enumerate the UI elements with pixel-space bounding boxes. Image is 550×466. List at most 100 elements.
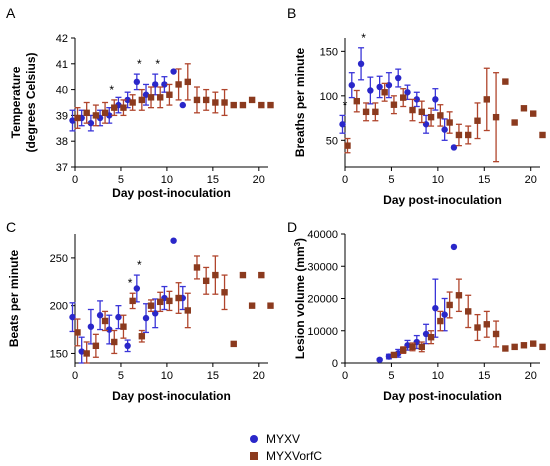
panel-label: B	[287, 5, 296, 21]
y-tick-label: 40	[56, 85, 68, 97]
data-point-myxv	[357, 60, 365, 67]
data-point-myxvorfc	[92, 112, 100, 119]
significance-asterisk: *	[109, 83, 114, 97]
chart-panel-D: D 0 5 10 15 20 0 10000 20000 30000 40000 Day post-i…	[287, 219, 546, 403]
x-tick-label: 0	[72, 370, 78, 382]
y-tick-label: 100	[320, 91, 338, 103]
y-axis-label: Beats per minute	[7, 249, 21, 347]
x-tick-label: 15	[207, 174, 219, 186]
y-axis-label: Temperature	[9, 66, 23, 138]
y-tick-label: 30000	[307, 261, 338, 273]
y-tick-label: 50	[326, 135, 338, 147]
legend-label: MYXVorfC	[266, 448, 323, 463]
data-point-myxvorfc	[372, 108, 379, 116]
data-point-myxv	[179, 101, 186, 109]
data-point-myxvorfc	[129, 297, 136, 305]
data-point-myxvorfc	[530, 110, 537, 117]
data-point-myxvorfc	[120, 104, 127, 111]
x-tick-label: 10	[161, 174, 173, 186]
data-point-myxvorfc	[520, 342, 528, 349]
y-tick-label: 42	[56, 33, 68, 45]
data-point-myxvorfc	[267, 302, 274, 309]
x-axis-label: Day post-inoculation	[112, 186, 231, 200]
x-tick-label: 15	[478, 370, 490, 382]
circle-marker-icon	[250, 434, 258, 443]
y-tick-label: 150	[50, 348, 68, 360]
data-point-myxvorfc	[230, 340, 237, 348]
significance-asterisk: *	[137, 57, 142, 71]
y-axis-label: Lesion volume (mm3)	[293, 238, 308, 359]
data-point-myxvorfc	[221, 289, 228, 296]
data-point-myxvorfc	[166, 91, 173, 98]
data-point-myxvorfc	[248, 302, 256, 309]
data-point-myxvorfc	[157, 298, 164, 306]
x-axis-label: Day post-inoculation	[383, 389, 502, 403]
data-point-myxvorfc	[474, 117, 481, 124]
y-tick-label: 40000	[307, 229, 338, 241]
data-point-myxv	[170, 237, 177, 244]
data-point-myxvorfc	[120, 323, 127, 330]
data-point-myxvorfc	[83, 350, 90, 357]
data-point-myxvorfc	[74, 329, 81, 336]
data-point-myxv	[441, 126, 448, 133]
y-axis-label-line2: (degrees Celsius)	[24, 52, 38, 152]
chart-panel-A: A 0 5 10 15 20 37 38 39 40 41 42 Day post-inoculatio…	[6, 5, 274, 200]
panel-label: A	[6, 5, 16, 21]
data-point-myxvorfc	[111, 338, 118, 346]
data-point-myxvorfc	[362, 108, 370, 116]
data-point-myxv	[115, 313, 122, 321]
x-tick-label: 10	[432, 370, 444, 382]
legend-item-myxv: MYXV	[250, 430, 322, 447]
data-point-myxv	[413, 96, 420, 103]
data-point-myxvorfc	[147, 94, 155, 101]
data-point-myxv	[385, 353, 393, 360]
y-axis-label: Breaths per minute	[293, 47, 307, 157]
x-tick-label: 5	[118, 370, 124, 382]
data-point-myxvorfc	[258, 101, 265, 109]
y-tick-label: 10000	[307, 326, 338, 338]
data-point-myxvorfc	[418, 108, 425, 116]
data-point-myxvorfc	[409, 106, 416, 114]
data-point-myxvorfc	[129, 99, 136, 106]
x-tick-label: 0	[72, 174, 78, 186]
y-tick-label: 0	[332, 358, 338, 370]
data-point-myxv	[395, 74, 402, 82]
data-point-myxv	[367, 87, 374, 94]
data-point-myxvorfc	[138, 333, 146, 340]
data-point-myxv	[124, 96, 131, 104]
data-point-myxvorfc	[520, 105, 528, 112]
data-point-myxvorfc	[267, 101, 274, 109]
data-point-myxv	[404, 89, 411, 96]
significance-asterisk: *	[155, 57, 160, 71]
data-point-myxvorfc	[483, 96, 490, 103]
data-point-myxvorfc	[418, 343, 425, 351]
data-point-myxv	[133, 78, 141, 86]
data-point-myxv	[441, 311, 448, 318]
data-point-myxv	[87, 119, 95, 127]
data-point-myxvorfc	[230, 101, 237, 109]
data-point-myxvorfc	[446, 301, 453, 309]
data-point-myxvorfc	[239, 271, 247, 279]
data-point-myxvorfc	[184, 307, 191, 314]
x-tick-label: 10	[432, 174, 444, 186]
data-point-myxvorfc	[539, 131, 546, 139]
data-point-myxv	[339, 121, 346, 128]
data-point-myxvorfc	[74, 114, 81, 122]
data-point-myxvorfc	[455, 131, 463, 139]
data-point-myxvorfc	[239, 101, 247, 109]
data-point-myxvorfc	[101, 317, 109, 325]
data-point-myxvorfc	[390, 351, 398, 359]
data-point-myxvorfc	[101, 109, 109, 117]
data-point-myxvorfc	[193, 264, 201, 271]
x-tick-label: 5	[118, 174, 124, 186]
data-point-myxvorfc	[166, 297, 173, 305]
data-point-myxv	[450, 144, 458, 151]
panel-label: D	[287, 219, 297, 235]
data-point-myxv	[142, 91, 150, 98]
significance-asterisk: *	[361, 31, 366, 45]
data-point-myxvorfc	[437, 317, 444, 325]
data-point-myxvorfc	[539, 343, 546, 351]
x-tick-label: 0	[342, 370, 348, 382]
data-point-myxv	[133, 285, 141, 292]
x-axis-label: Day post-inoculation	[112, 389, 231, 403]
